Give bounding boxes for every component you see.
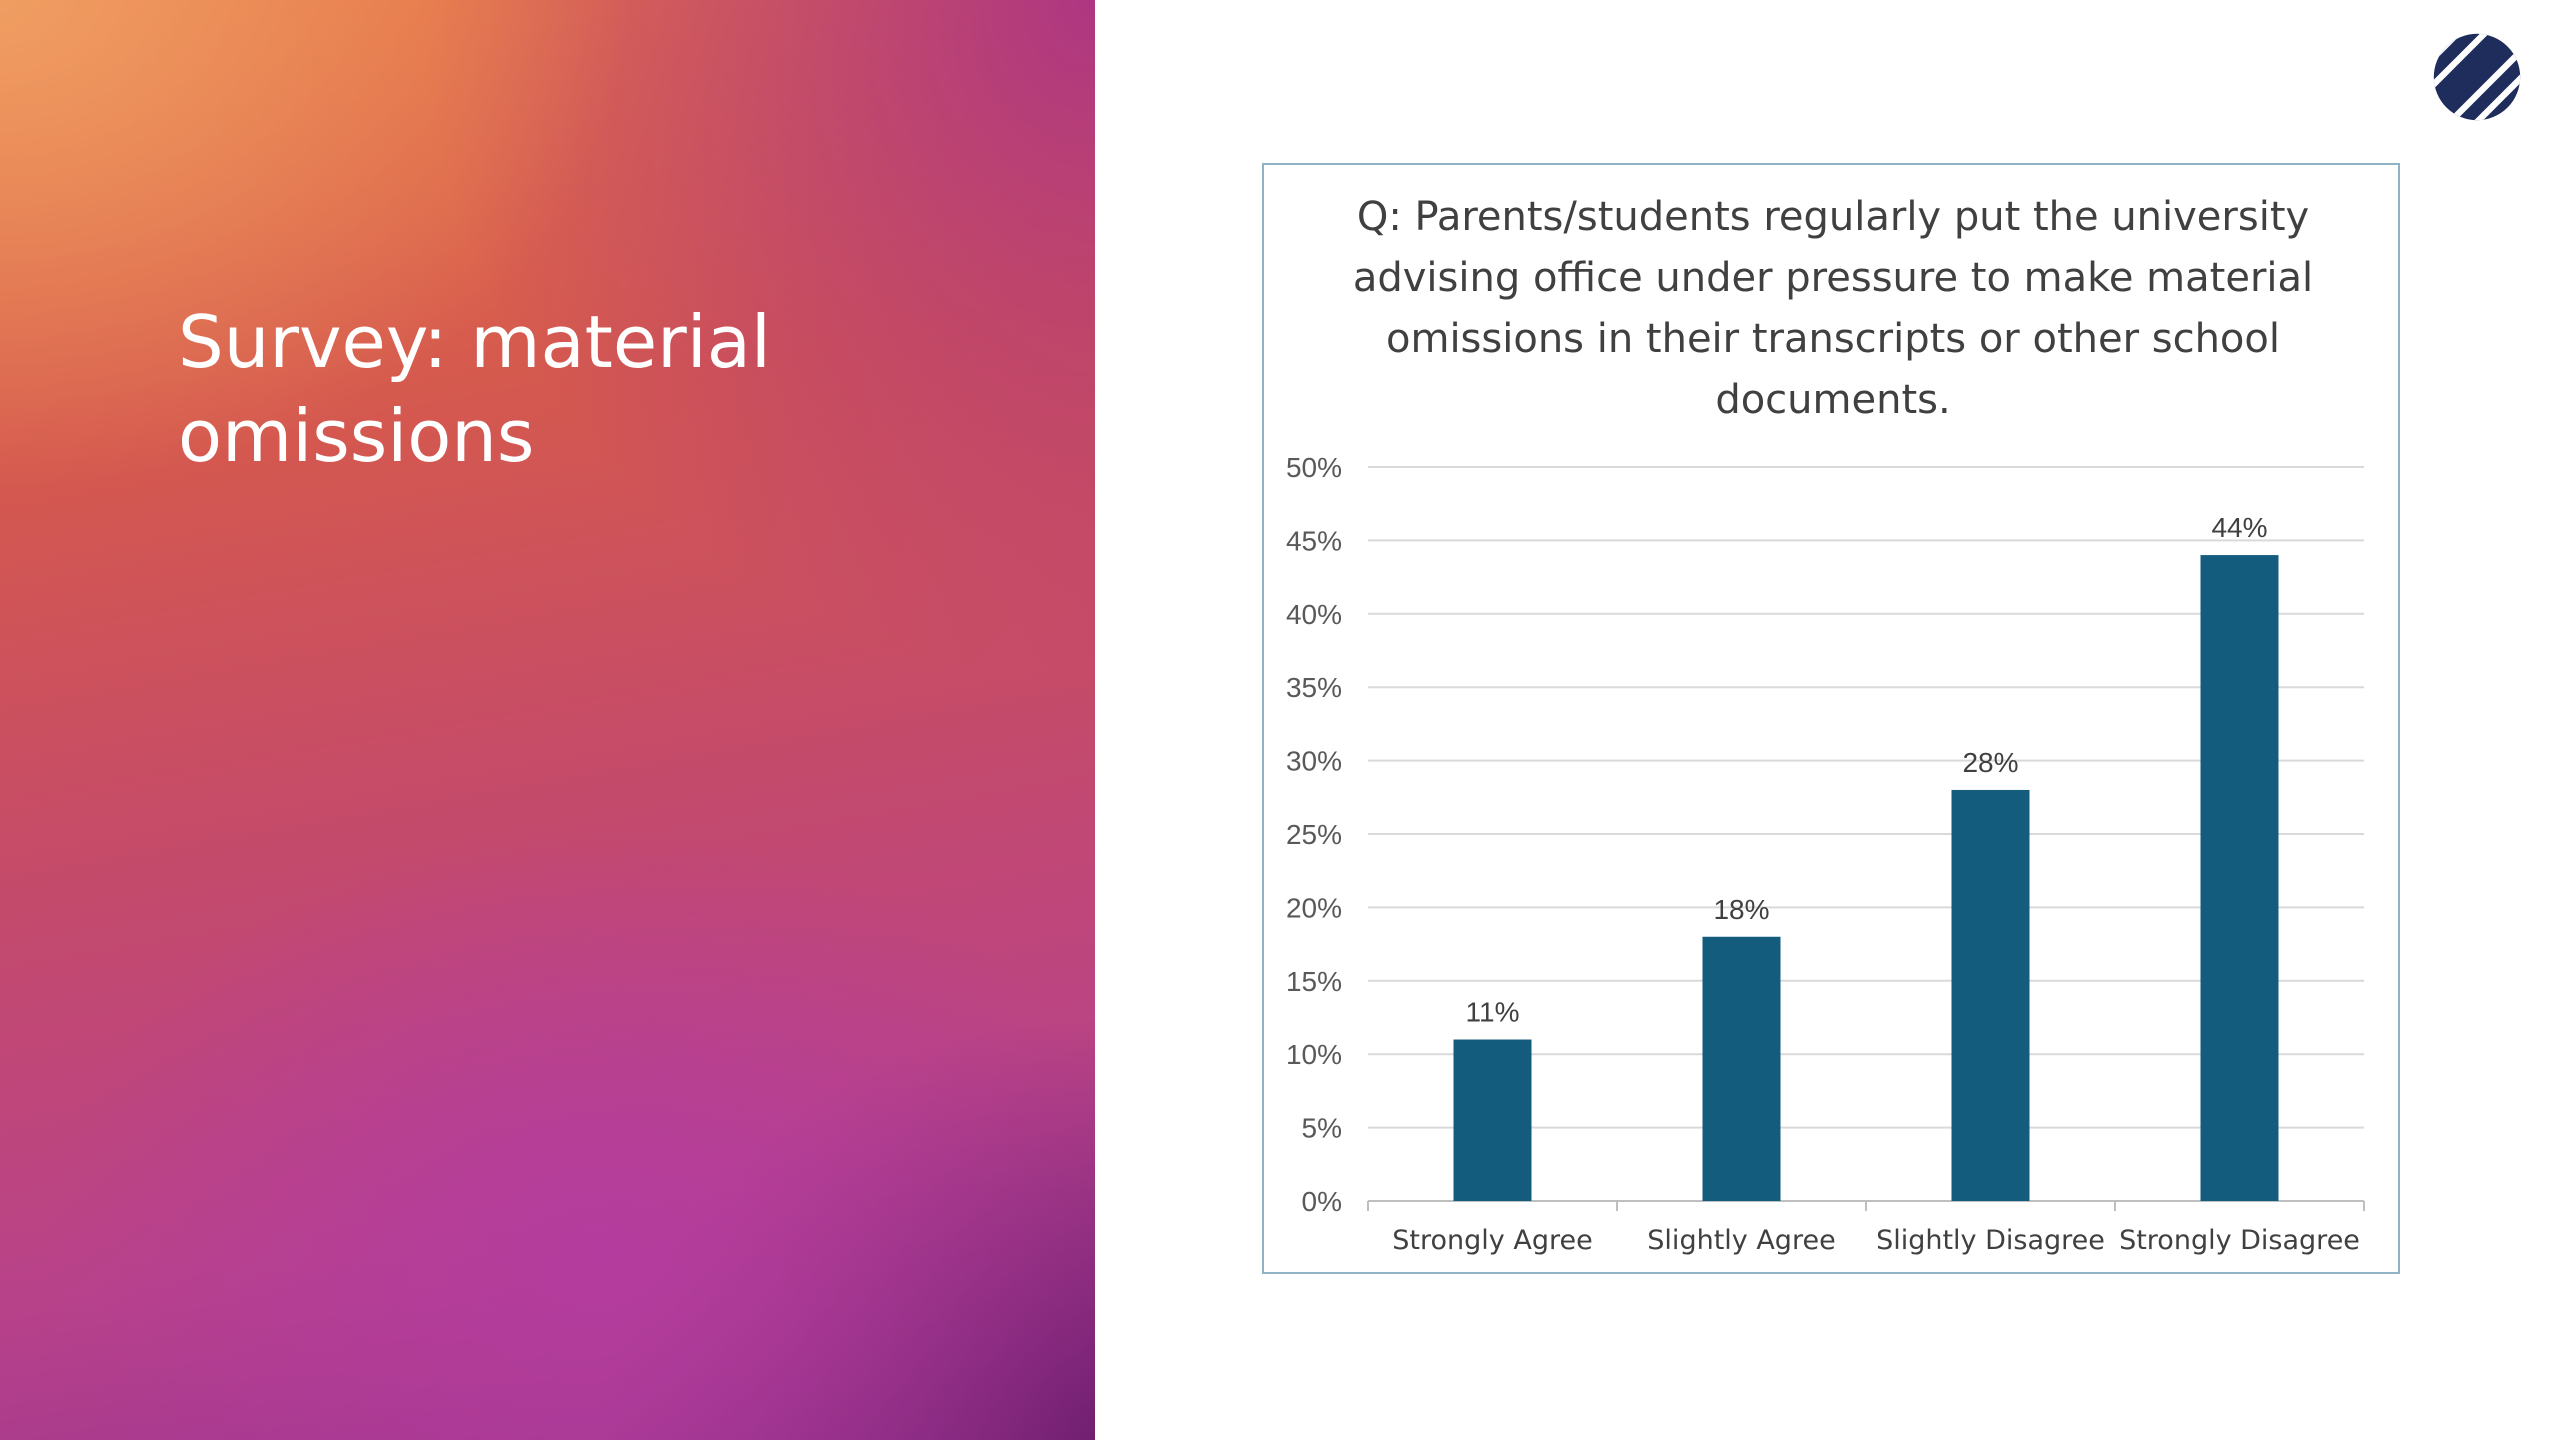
category-label: Slightly Agree xyxy=(1647,1225,1835,1256)
chart-title: Q: Parents/students regularly put the un… xyxy=(1352,194,2314,423)
data-label: 11% xyxy=(1466,997,1520,1028)
logo-fill xyxy=(2433,33,2521,121)
y-tick-label: 25% xyxy=(1286,819,1342,850)
bar xyxy=(1453,1039,1532,1201)
y-tick-label: 45% xyxy=(1286,525,1342,556)
bar xyxy=(2200,555,2279,1201)
category-label: Strongly Disagree xyxy=(2119,1225,2360,1256)
y-tick-label: 35% xyxy=(1286,672,1342,703)
data-label: 28% xyxy=(1962,747,2018,778)
bar xyxy=(1702,936,1781,1201)
title-panel: Survey: material omissions xyxy=(0,0,1095,1440)
y-tick-label: 5% xyxy=(1302,1113,1342,1144)
data-label: 18% xyxy=(1713,894,1769,925)
y-tick-label: 50% xyxy=(1286,452,1342,483)
y-tick-label: 15% xyxy=(1286,966,1342,997)
y-tick-label: 30% xyxy=(1286,746,1342,777)
data-label: 44% xyxy=(2211,512,2267,543)
category-label: Strongly Agree xyxy=(1392,1225,1592,1256)
y-tick-label: 40% xyxy=(1286,599,1342,630)
y-tick-label: 0% xyxy=(1302,1186,1342,1217)
bar xyxy=(1951,789,2030,1201)
y-tick-label: 10% xyxy=(1286,1039,1342,1070)
slide-title: Survey: material omissions xyxy=(178,300,771,478)
striped-circle-logo-icon xyxy=(2433,33,2521,121)
chart-container: Q: Parents/students regularly put the un… xyxy=(1262,163,2400,1274)
y-tick-label: 20% xyxy=(1286,892,1342,923)
category-label: Slightly Disagree xyxy=(1876,1225,2105,1256)
bar-chart: 0% 5% 10% 15% 20% 25% 30% 35% 40% 45% 50% 11% Strong… xyxy=(1286,452,2365,1256)
